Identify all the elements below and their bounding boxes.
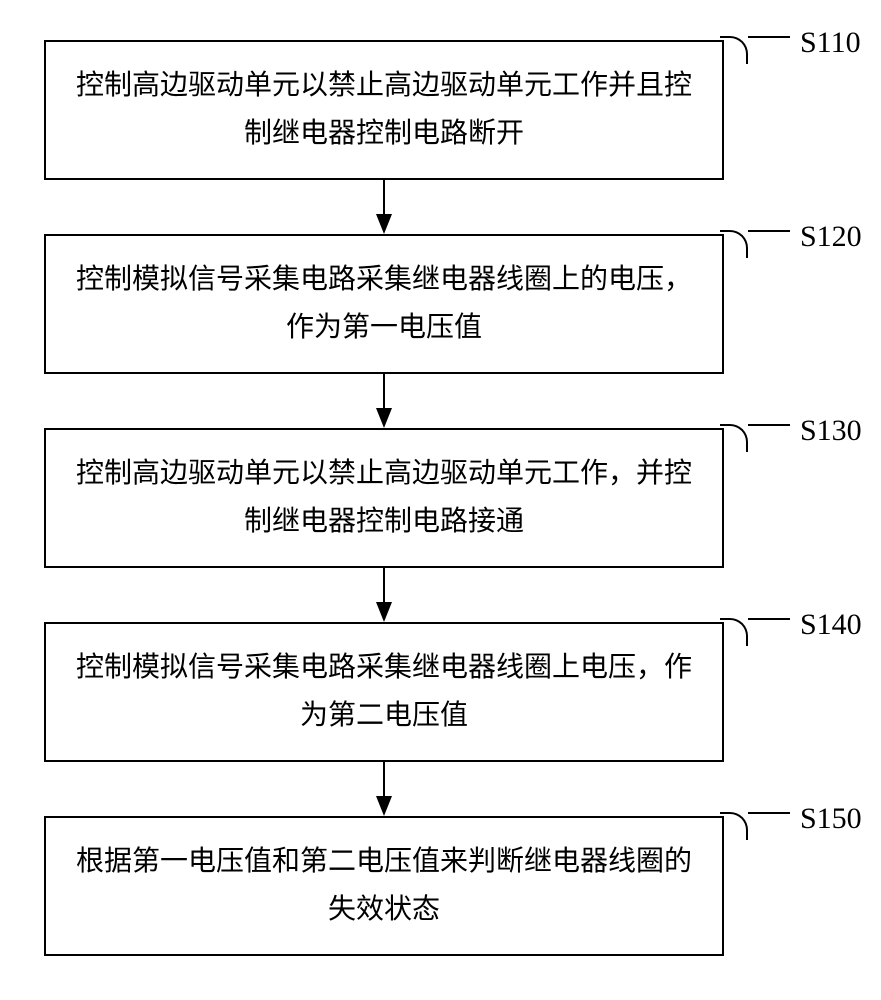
leader-line [748,424,790,426]
leader-curve [720,618,748,646]
step-text: 控制模拟信号采集电路采集继电器线圈上电压，作为第二电压值 [66,644,702,739]
step-box-s130: 控制高边驱动单元以禁止高边驱动单元工作，并控制继电器控制电路接通 [44,428,724,568]
step-box-s140: 控制模拟信号采集电路采集继电器线圈上电压，作为第二电压值 [44,622,724,762]
step-text: 控制高边驱动单元以禁止高边驱动单元工作，并控制继电器控制电路接通 [66,450,702,545]
leader-line [748,230,790,232]
arrow-down [364,180,404,234]
leader-line [748,618,790,620]
leader-curve [720,36,748,64]
leader-curve [720,424,748,452]
arrow-down [364,762,404,816]
step-text: 根据第一电压值和第二电压值来判断继电器线圈的失效状态 [66,838,702,933]
step-label-s130: S130 [800,414,862,448]
leader-curve [720,230,748,258]
leader-line [748,812,790,814]
arrow-down [364,568,404,622]
arrow-down [364,374,404,428]
leader-line [748,36,790,38]
step-box-s150: 根据第一电压值和第二电压值来判断继电器线圈的失效状态 [44,816,724,956]
step-box-s110: 控制高边驱动单元以禁止高边驱动单元工作并且控制继电器控制电路断开 [44,40,724,180]
step-label-s150: S150 [800,802,862,836]
step-label-s140: S140 [800,608,862,642]
step-text: 控制模拟信号采集电路采集继电器线圈上的电压，作为第一电压值 [66,256,702,351]
step-label-s120: S120 [800,220,862,254]
step-text: 控制高边驱动单元以禁止高边驱动单元工作并且控制继电器控制电路断开 [66,62,702,157]
step-box-s120: 控制模拟信号采集电路采集继电器线圈上的电压，作为第一电压值 [44,234,724,374]
step-label-s110: S110 [800,26,861,60]
leader-curve [720,812,748,840]
